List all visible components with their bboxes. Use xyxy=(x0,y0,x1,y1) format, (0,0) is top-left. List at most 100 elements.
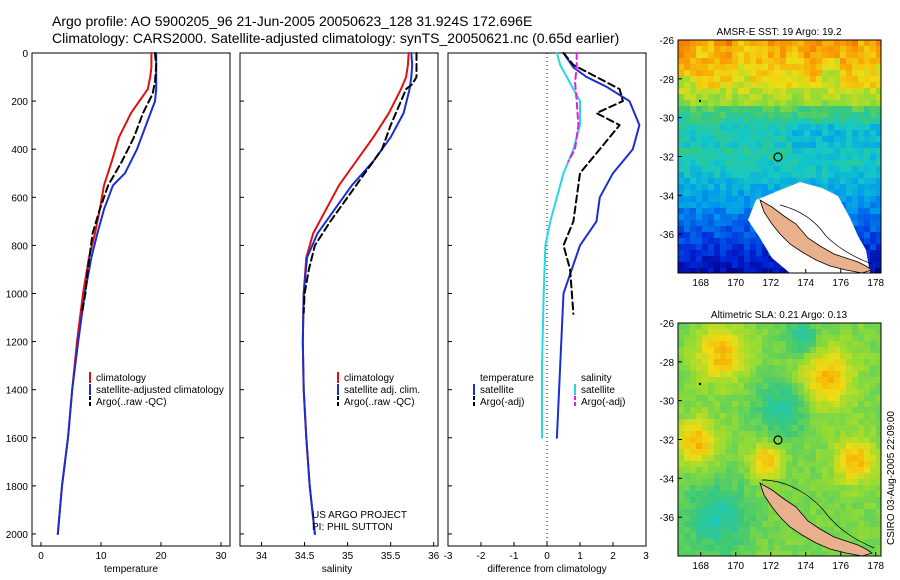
sst-cell xyxy=(804,76,811,83)
sla-cell xyxy=(762,473,769,480)
sla-cell xyxy=(774,437,781,444)
sla-cell xyxy=(864,509,871,516)
sst-cell xyxy=(678,112,685,119)
sst-cell xyxy=(690,40,697,47)
sst-cell xyxy=(768,124,775,131)
sst-cell xyxy=(834,166,841,173)
sla-cell xyxy=(792,533,799,540)
sla-cell xyxy=(834,515,841,522)
salinity-xtick-label: 36 xyxy=(428,551,440,562)
sst-coast-contour xyxy=(779,204,873,265)
sla-cell xyxy=(714,437,721,444)
sst-cell xyxy=(714,268,721,273)
sla-cell xyxy=(786,329,793,336)
sst-cell xyxy=(786,58,793,65)
sst-cell xyxy=(846,70,853,77)
sla-cell xyxy=(786,497,793,504)
sst-cell xyxy=(870,172,877,179)
sst-cell xyxy=(690,94,697,101)
sst-cell xyxy=(738,112,745,119)
sla-cell xyxy=(696,497,703,504)
sst-cell xyxy=(792,178,799,185)
sst-cell xyxy=(738,166,745,173)
project-annotation-line-1: US ARGO PROJECT xyxy=(312,510,407,521)
sst-cell xyxy=(768,136,775,143)
sst-cell xyxy=(750,124,757,131)
sla-cell xyxy=(816,437,823,444)
sla-cell xyxy=(696,437,703,444)
sla-cell xyxy=(732,515,739,522)
sla-cell xyxy=(690,431,697,438)
sst-cell xyxy=(774,160,781,167)
sla-cell xyxy=(696,479,703,486)
sla-cell xyxy=(786,479,793,486)
sst-cell xyxy=(702,238,709,245)
sla-lon-label: 178 xyxy=(867,561,884,572)
sla-cell xyxy=(726,371,733,378)
sla-cell xyxy=(780,377,787,384)
sst-cell xyxy=(750,64,757,71)
sla-cell xyxy=(750,437,757,444)
sla-cell xyxy=(798,533,805,540)
sla-cell xyxy=(726,461,733,468)
difference-series-temperature-satellite xyxy=(555,52,641,439)
sla-cell xyxy=(744,359,751,366)
sst-new-zealand-land xyxy=(759,199,873,273)
sst-cell xyxy=(744,220,751,227)
sst-cell xyxy=(762,136,769,143)
sst-cell xyxy=(858,94,865,101)
sla-cell xyxy=(816,443,823,450)
sst-cell xyxy=(840,40,847,47)
sla-cell xyxy=(690,509,697,516)
sst-cell xyxy=(690,154,697,161)
sst-cell xyxy=(744,184,751,191)
sla-island-marker xyxy=(698,382,702,386)
sst-cell xyxy=(876,154,881,161)
sst-cell xyxy=(726,148,733,155)
sla-cell xyxy=(756,473,763,480)
sla-cell xyxy=(840,413,847,420)
sla-cell xyxy=(678,467,685,474)
sst-cell xyxy=(762,262,769,269)
sst-cell xyxy=(774,118,781,125)
sla-cell xyxy=(780,491,787,498)
sla-cell xyxy=(816,341,823,348)
sst-cell xyxy=(780,142,787,149)
sst-lon-label: 176 xyxy=(832,278,849,289)
depth-tick-label: 2000 xyxy=(6,530,29,541)
sst-cell xyxy=(696,232,703,239)
sst-cell xyxy=(810,70,817,77)
sla-cell xyxy=(738,341,745,348)
sst-cell xyxy=(798,154,805,161)
sla-cell xyxy=(846,335,853,342)
sst-cell xyxy=(726,64,733,71)
sla-cell xyxy=(822,467,829,474)
sla-cell xyxy=(738,407,745,414)
sla-cell xyxy=(798,551,805,556)
sla-cell xyxy=(798,509,805,516)
sst-cell xyxy=(780,118,787,125)
sst-cell xyxy=(720,112,727,119)
sst-cell xyxy=(756,130,763,137)
sst-cell xyxy=(804,154,811,161)
sla-cell xyxy=(744,515,751,522)
sla-cell xyxy=(846,395,853,402)
sla-cell xyxy=(792,329,799,336)
sst-cell xyxy=(678,166,685,173)
sla-cell xyxy=(684,431,691,438)
sla-cell xyxy=(756,413,763,420)
sst-cell xyxy=(846,136,853,143)
sla-cell xyxy=(840,515,847,522)
sla-cell xyxy=(858,341,865,348)
sst-cell xyxy=(762,178,769,185)
sla-cell xyxy=(798,443,805,450)
sla-cell xyxy=(744,407,751,414)
sla-cell xyxy=(762,437,769,444)
sst-cell xyxy=(834,46,841,53)
sla-cell xyxy=(828,527,835,534)
sst-cell xyxy=(684,64,691,71)
sla-cell xyxy=(756,371,763,378)
sla-cell xyxy=(828,473,835,480)
sla-cell xyxy=(780,527,787,534)
